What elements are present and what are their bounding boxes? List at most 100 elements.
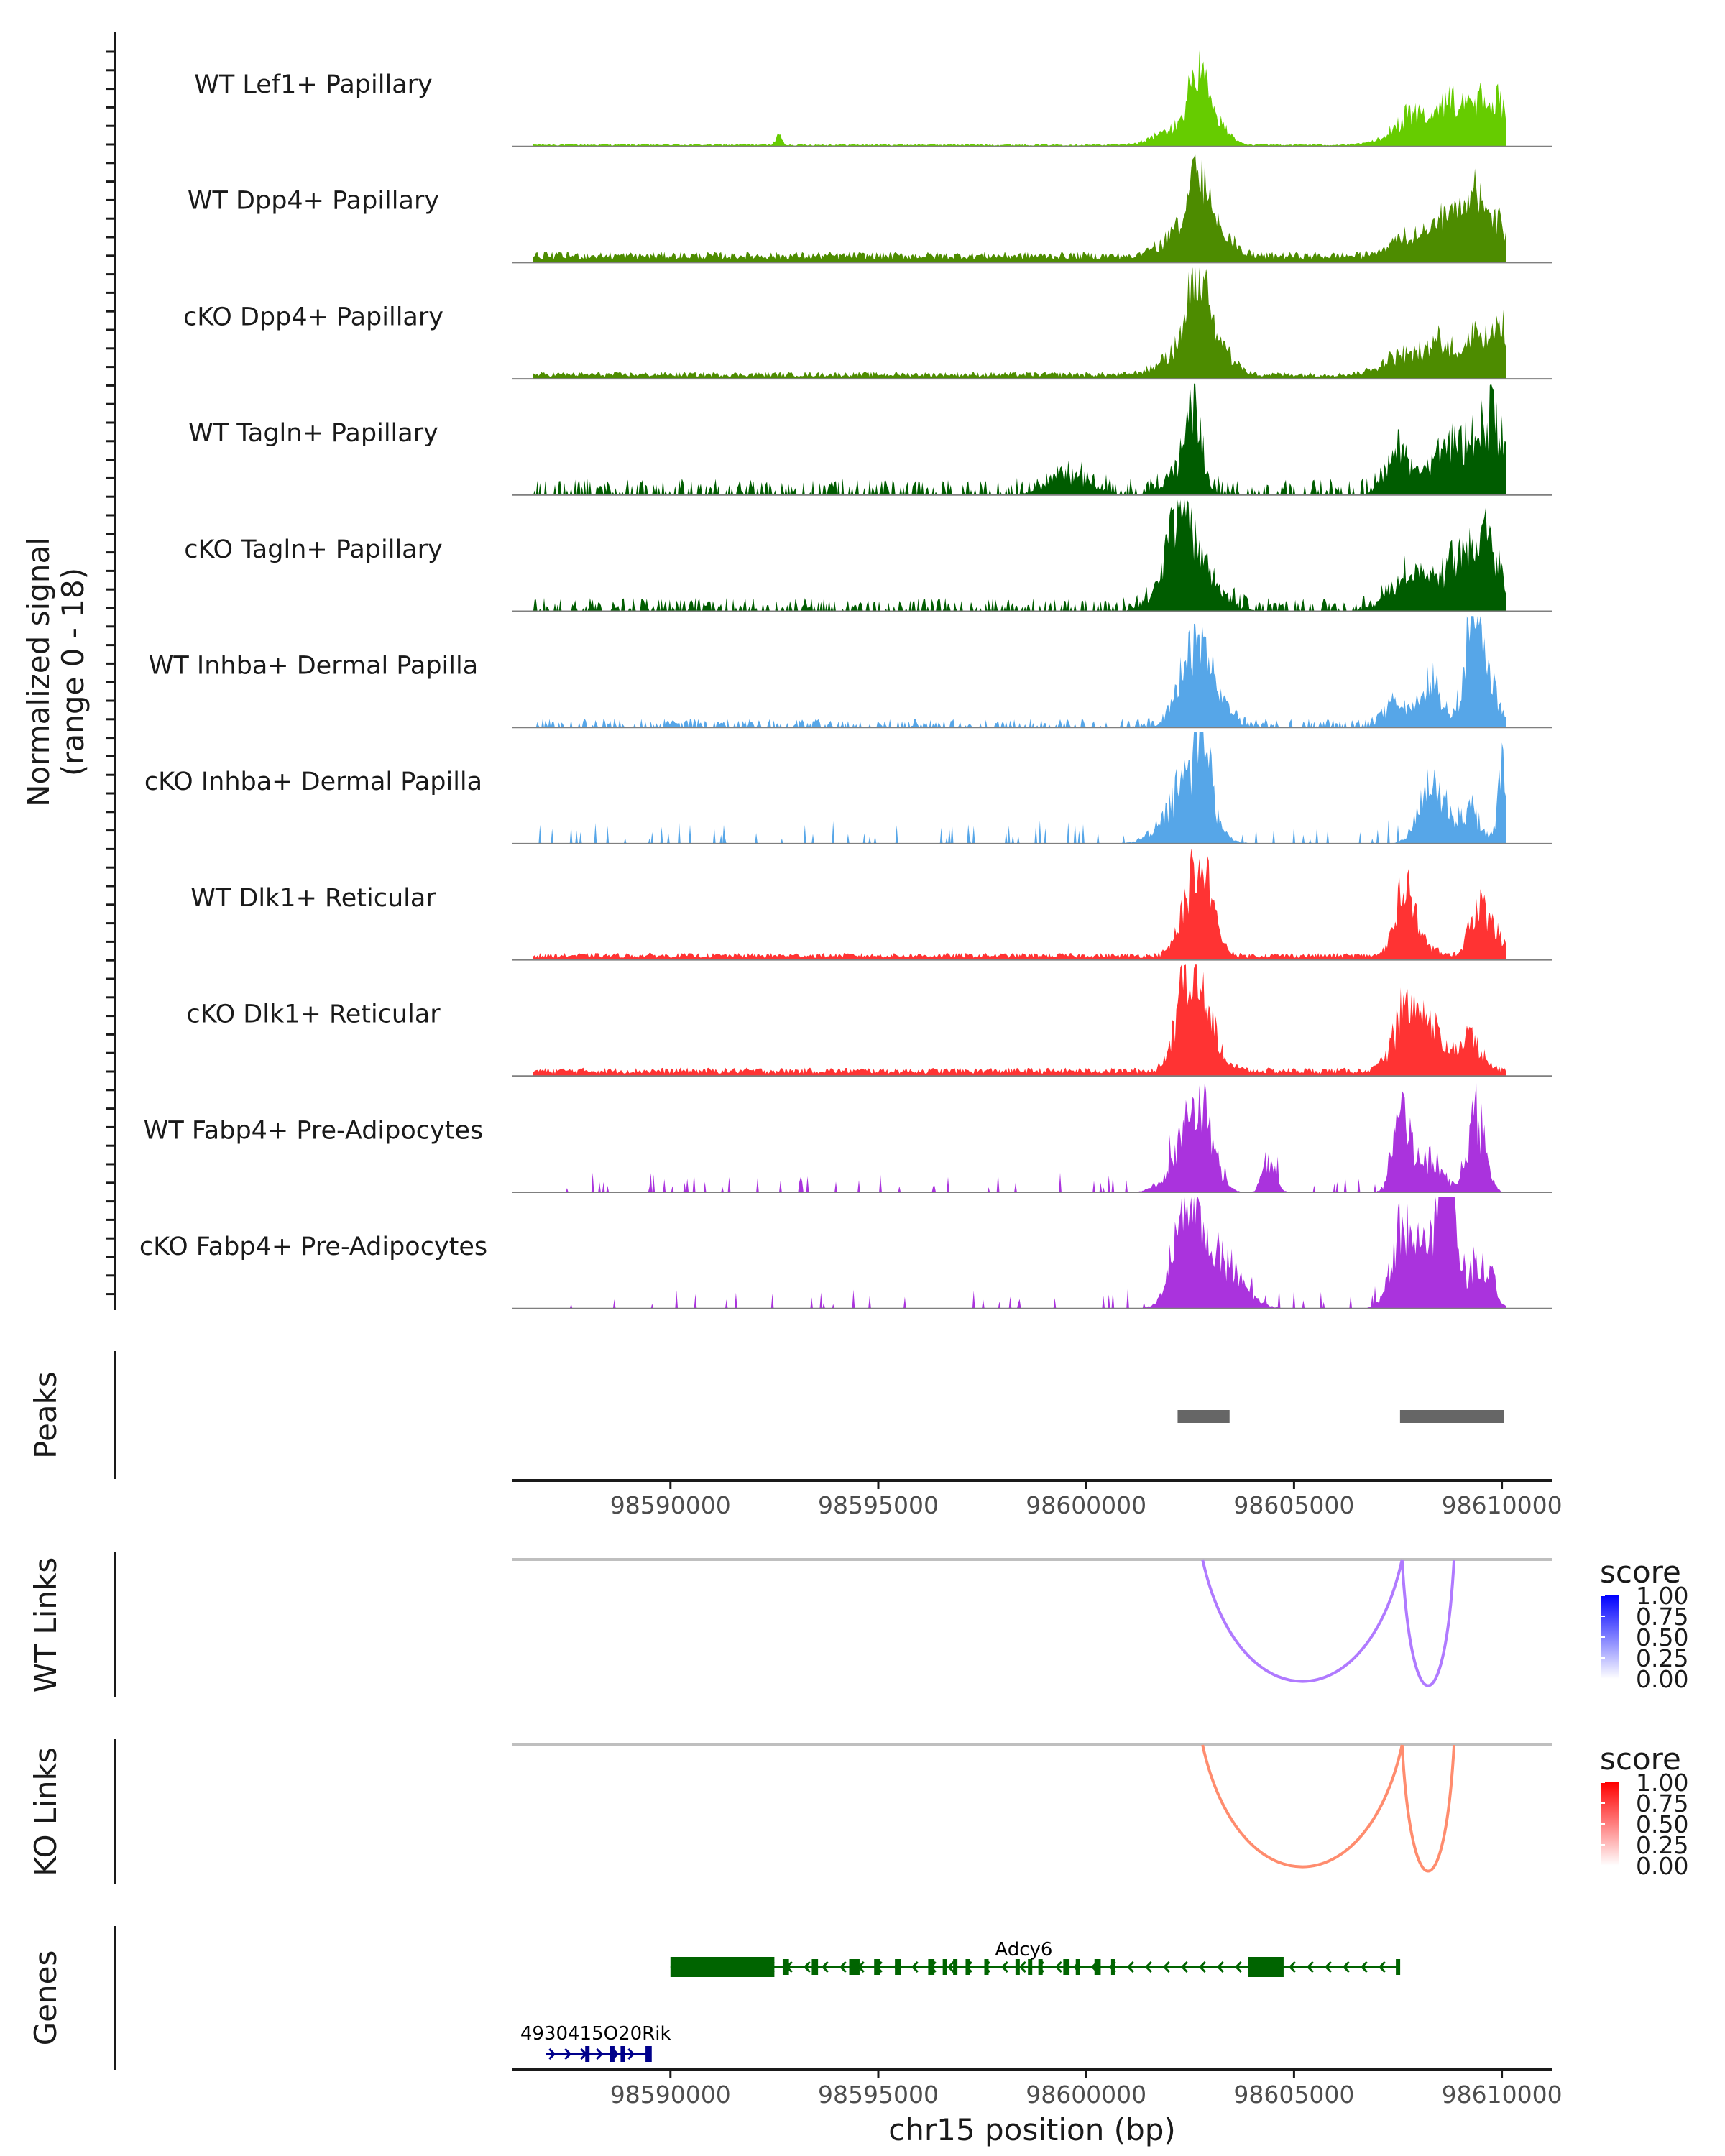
coverage-tracks: WT Lef1+ Papillary WT Dpp4+ Papillary cKO …: [139, 50, 1552, 1309]
peak-bars: [1177, 1410, 1504, 1423]
coverage-area: [533, 499, 1506, 612]
coverage-track-label: cKO Tagln+ Papillary: [184, 535, 443, 564]
coverage-track-label: WT Dpp4+ Papillary: [188, 187, 439, 216]
legend-title: score: [1600, 1741, 1681, 1777]
strand-arrow: [548, 2047, 556, 2060]
coverage-track: WT Dlk1+ Reticular: [190, 848, 1552, 961]
gene-exon: [1094, 1959, 1101, 1975]
gene-exon: [1063, 1959, 1070, 1975]
coverage-track-label: cKO Dlk1+ Reticular: [186, 1000, 441, 1029]
legend-tick-label: 0.50: [1636, 1810, 1688, 1838]
gene-exon: [895, 1959, 901, 1975]
gene-models: Adcy6 4930415O20Rik: [520, 1939, 1401, 2062]
strand-arrow: [596, 2047, 604, 2060]
gene-exon: [1110, 1959, 1116, 1975]
gene-exon: [620, 2046, 625, 2062]
link-arc: [1400, 1744, 1456, 1873]
wt-links-label: WT Links: [28, 1557, 63, 1692]
gene-exon: [942, 1959, 947, 1975]
coverage-track: WT Tagln+ Papillary: [188, 383, 1552, 496]
coverage-area: [533, 383, 1506, 495]
coverage-track: cKO Dlk1+ Reticular: [186, 964, 1552, 1077]
peaks-x-tick-label: 98590000: [610, 1491, 731, 1519]
gene-name-label: 4930415O20Rik: [520, 2023, 671, 2045]
gene-exon: [965, 1959, 970, 1975]
gene-exon: [849, 1959, 860, 1975]
coverage-track: cKO Dpp4+ Papillary: [183, 267, 1552, 380]
genes-x-tick-label: 98600000: [1026, 2081, 1146, 2109]
strand-arrow: [1018, 1961, 1026, 1973]
legend-tick-label: 1.00: [1636, 1769, 1688, 1797]
legend-tick-label: 1.00: [1636, 1582, 1688, 1610]
link-arc: [1400, 1559, 1456, 1687]
peaks-x-tick-label: 98600000: [1026, 1491, 1146, 1519]
gene-exon: [670, 1957, 775, 1977]
gene-exon: [874, 1959, 880, 1975]
gene-exon: [1015, 1959, 1020, 1975]
peak-bar: [1177, 1410, 1230, 1423]
coverage-area: [533, 732, 1506, 844]
coverage-panel: Normalized signal (range 0 - 18) WT Lef1…: [21, 32, 1552, 1310]
peaks-x-tick-label: 98605000: [1233, 1491, 1354, 1519]
coverage-area: [533, 964, 1506, 1077]
strand-arrow: [821, 1961, 829, 1973]
gene-exon: [782, 1959, 789, 1975]
strand-arrow: [1288, 1961, 1296, 1973]
link-arc: [1201, 1744, 1404, 1869]
gene-model: Adcy6: [670, 1939, 1401, 1977]
legend-tick-label: 0.75: [1636, 1603, 1688, 1631]
gene-exon: [1248, 1957, 1284, 1977]
strand-arrow: [627, 2047, 635, 2060]
genes-x-tick-label: 98595000: [818, 2081, 939, 2109]
genes-label: Genes: [28, 1950, 63, 2046]
coverage-track: WT Lef1+ Papillary: [194, 50, 1552, 147]
coverage-area: [533, 616, 1506, 728]
gene-exon: [645, 2046, 652, 2062]
genes-x-ticks: 98590000 98595000 98600000 98605000 98610000: [610, 2070, 1563, 2109]
legend-title: score: [1600, 1554, 1681, 1590]
ko-links-label: KO Links: [28, 1747, 63, 1876]
legend-tick-label: 0.25: [1636, 1831, 1688, 1859]
coverage-track: cKO Tagln+ Papillary: [184, 499, 1552, 612]
genes-panel: Genes Adcy6 4930415O20Rik 98590000 9859500…: [28, 1926, 1563, 2147]
ko-link-arcs: [1201, 1744, 1456, 1873]
coverage-area: [533, 50, 1506, 147]
gene-model: 4930415O20Rik: [520, 2023, 671, 2062]
strand-arrow: [1144, 1961, 1152, 1973]
gene-exon: [984, 1959, 989, 1975]
peak-bar: [1399, 1410, 1504, 1423]
coverage-track: cKO Fabp4+ Pre-Adipocytes: [139, 1197, 1552, 1309]
gene-exon: [811, 1959, 819, 1975]
gene-exon: [1028, 1959, 1033, 1975]
coverage-track-label: WT Dlk1+ Reticular: [190, 884, 436, 913]
coverage-track-label: cKO Inhba+ Dermal Papilla: [144, 768, 482, 796]
coverage-track: cKO Inhba+ Dermal Papilla: [144, 732, 1552, 844]
coverage-track-label: cKO Dpp4+ Papillary: [183, 303, 443, 331]
gene-exon: [610, 2046, 615, 2062]
gene-exon: [1075, 1959, 1080, 1975]
link-arc: [1201, 1559, 1404, 1683]
strand-arrow: [1324, 1961, 1332, 1973]
peaks-x-tick-label: 98595000: [818, 1491, 939, 1519]
coverage-track-label: WT Lef1+ Papillary: [194, 70, 433, 99]
x-axis-title: chr15 position (bp): [888, 2112, 1176, 2147]
gene-exon: [585, 2046, 590, 2062]
strand-arrow: [803, 1961, 811, 1973]
coverage-track-label: WT Tagln+ Papillary: [188, 419, 438, 448]
legend-tick-label: 0.50: [1636, 1623, 1688, 1651]
strand-arrow: [947, 1961, 954, 1973]
strand-arrow: [911, 1961, 919, 1973]
coverage-y-ticks: [106, 50, 115, 1296]
strand-arrow: [1198, 1961, 1206, 1973]
coverage-track: WT Inhba+ Dermal Papilla: [149, 616, 1552, 729]
coverage-area: [533, 1081, 1506, 1192]
peaks-x-tick-label: 98610000: [1442, 1491, 1563, 1519]
strand-arrow: [1342, 1961, 1350, 1973]
coverage-track-label: WT Fabp4+ Pre-Adipocytes: [144, 1116, 483, 1145]
peaks-label: Peaks: [28, 1371, 63, 1459]
strand-arrow: [1306, 1961, 1314, 1973]
coverage-track-label: WT Inhba+ Dermal Papilla: [149, 652, 478, 681]
strand-arrow: [1378, 1961, 1386, 1973]
